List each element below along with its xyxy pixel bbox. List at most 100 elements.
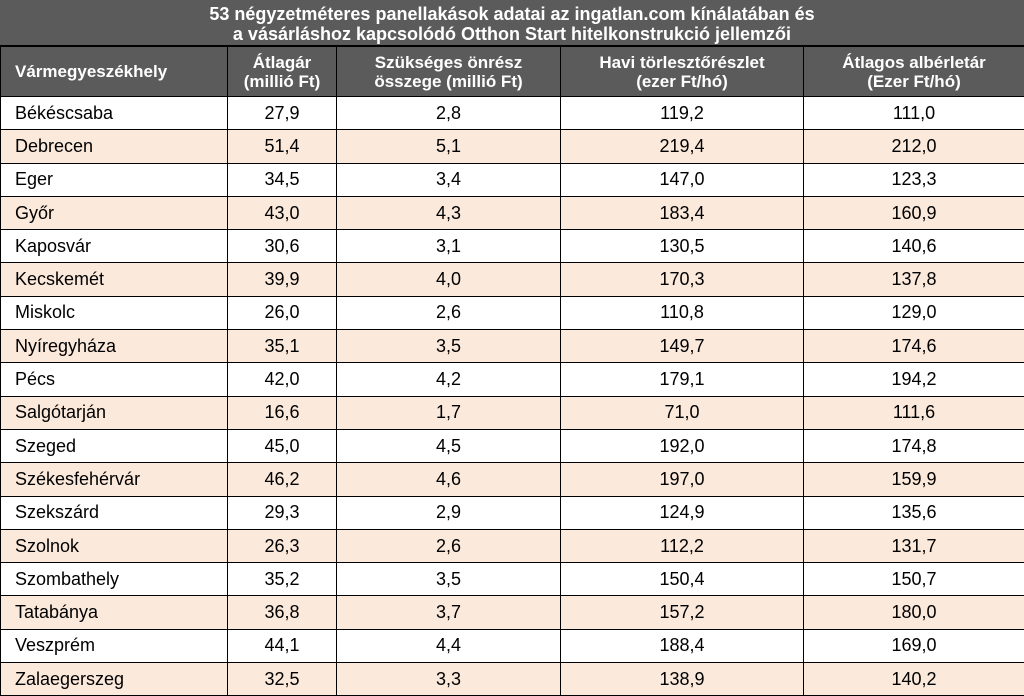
- cell-average-price: 46,2: [228, 463, 337, 496]
- cell-down-payment: 3,5: [337, 563, 561, 596]
- cell-average-price: 39,9: [228, 263, 337, 296]
- data-table: Vármegyeszékhely Átlagár(millió Ft) Szük…: [0, 46, 1024, 696]
- cell-down-payment: 5,1: [337, 130, 561, 163]
- cell-average-price: 26,0: [228, 296, 337, 329]
- cell-monthly-installment: 197,0: [561, 463, 804, 496]
- cell-city: Eger: [1, 163, 228, 196]
- cell-down-payment: 3,5: [337, 330, 561, 363]
- cell-monthly-installment: 219,4: [561, 130, 804, 163]
- cell-down-payment: 3,4: [337, 163, 561, 196]
- cell-down-payment: 2,6: [337, 529, 561, 562]
- cell-city: Veszprém: [1, 629, 228, 662]
- cell-average-price: 27,9: [228, 97, 337, 130]
- cell-monthly-installment: 183,4: [561, 196, 804, 229]
- cell-down-payment: 4,3: [337, 196, 561, 229]
- cell-monthly-installment: 119,2: [561, 97, 804, 130]
- cell-city: Salgótarján: [1, 396, 228, 429]
- cell-city: Kaposvár: [1, 230, 228, 263]
- cell-down-payment: 4,4: [337, 629, 561, 662]
- column-header-average-price: Átlagár(millió Ft): [228, 47, 337, 97]
- cell-average-price: 35,2: [228, 563, 337, 596]
- cell-average-rent: 159,9: [804, 463, 1024, 496]
- cell-average-rent: 212,0: [804, 130, 1024, 163]
- cell-average-rent: 180,0: [804, 596, 1024, 629]
- cell-average-price: 36,8: [228, 596, 337, 629]
- cell-average-price: 45,0: [228, 429, 337, 462]
- cell-down-payment: 3,7: [337, 596, 561, 629]
- table-title: 53 négyzetméteres panellakások adatai az…: [0, 0, 1024, 46]
- cell-average-rent: 123,3: [804, 163, 1024, 196]
- column-header-monthly-installment: Havi törlesztőrészlet(ezer Ft/hó): [561, 47, 804, 97]
- cell-city: Debrecen: [1, 130, 228, 163]
- cell-monthly-installment: 157,2: [561, 596, 804, 629]
- cell-city: Tatabánya: [1, 596, 228, 629]
- cell-average-price: 42,0: [228, 363, 337, 396]
- cell-average-price: 35,1: [228, 330, 337, 363]
- cell-average-price: 51,4: [228, 130, 337, 163]
- cell-average-price: 43,0: [228, 196, 337, 229]
- cell-average-price: 26,3: [228, 529, 337, 562]
- cell-down-payment: 3,3: [337, 663, 561, 696]
- cell-city: Székesfehérvár: [1, 463, 228, 496]
- cell-average-rent: 131,7: [804, 529, 1024, 562]
- cell-average-rent: 140,2: [804, 663, 1024, 696]
- cell-monthly-installment: 170,3: [561, 263, 804, 296]
- cell-average-rent: 135,6: [804, 496, 1024, 529]
- table-title-line-2: a vásárláshoz kapcsolódó Otthon Start hi…: [0, 24, 1024, 44]
- cell-monthly-installment: 112,2: [561, 529, 804, 562]
- cell-average-rent: 174,6: [804, 330, 1024, 363]
- cell-city: Zalaegerszeg: [1, 663, 228, 696]
- cell-city: Szombathely: [1, 563, 228, 596]
- cell-down-payment: 2,9: [337, 496, 561, 529]
- cell-average-rent: 111,0: [804, 97, 1024, 130]
- cell-monthly-installment: 149,7: [561, 330, 804, 363]
- cell-down-payment: 3,1: [337, 230, 561, 263]
- cell-average-rent: 194,2: [804, 363, 1024, 396]
- cell-monthly-installment: 110,8: [561, 296, 804, 329]
- cell-average-price: 44,1: [228, 629, 337, 662]
- column-header-average-rent: Átlagos albérletár(Ezer Ft/hó): [804, 47, 1024, 97]
- table-title-line-1: 53 négyzetméteres panellakások adatai az…: [0, 4, 1024, 24]
- cell-city: Pécs: [1, 363, 228, 396]
- cell-monthly-installment: 150,4: [561, 563, 804, 596]
- cell-monthly-installment: 138,9: [561, 663, 804, 696]
- cell-average-rent: 169,0: [804, 629, 1024, 662]
- cell-average-rent: 137,8: [804, 263, 1024, 296]
- cell-average-price: 30,6: [228, 230, 337, 263]
- cell-city: Nyíregyháza: [1, 330, 228, 363]
- cell-down-payment: 4,2: [337, 363, 561, 396]
- cell-down-payment: 4,5: [337, 429, 561, 462]
- cell-down-payment: 4,6: [337, 463, 561, 496]
- cell-city: Békéscsaba: [1, 97, 228, 130]
- cell-down-payment: 2,8: [337, 97, 561, 130]
- cell-monthly-installment: 188,4: [561, 629, 804, 662]
- column-header-city: Vármegyeszékhely: [1, 47, 228, 97]
- cell-city: Szekszárd: [1, 496, 228, 529]
- cell-down-payment: 2,6: [337, 296, 561, 329]
- cell-average-rent: 150,7: [804, 563, 1024, 596]
- cell-average-rent: 129,0: [804, 296, 1024, 329]
- cell-city: Szolnok: [1, 529, 228, 562]
- cell-average-price: 34,5: [228, 163, 337, 196]
- cell-city: Győr: [1, 196, 228, 229]
- cell-monthly-installment: 179,1: [561, 363, 804, 396]
- cell-average-rent: 140,6: [804, 230, 1024, 263]
